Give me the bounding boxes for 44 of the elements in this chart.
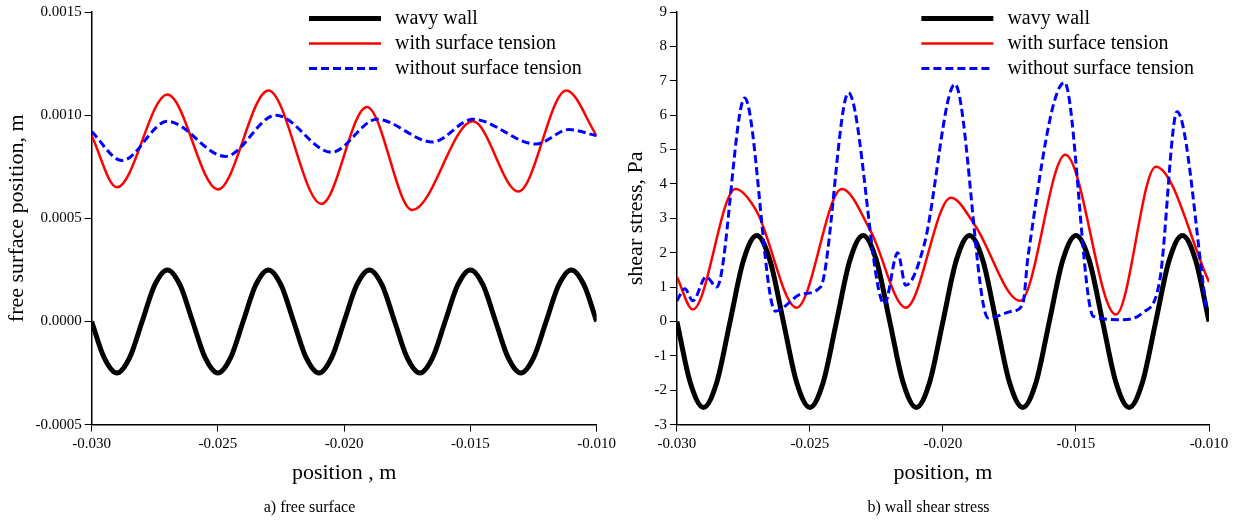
- x-tick-label: -0.030: [657, 434, 697, 451]
- y-tick-label: 7: [659, 71, 668, 88]
- y-tick-label: 3: [659, 209, 667, 226]
- legend-label: with surface tension: [1007, 30, 1169, 53]
- y-tick-label: 0: [659, 312, 667, 329]
- y-tick-label: 0.0000: [40, 312, 82, 329]
- x-tick-label: -0.020: [923, 434, 963, 451]
- y-tick-label: 0.0005: [40, 209, 82, 226]
- x-axis-title: position, m: [893, 458, 993, 484]
- x-tick-label: -0.030: [72, 434, 112, 451]
- x-tick-label: -0.015: [1056, 434, 1096, 451]
- y-tick-label: -3: [654, 415, 667, 432]
- legend-label: without surface tension: [1007, 55, 1194, 78]
- line-series: [91, 89, 597, 212]
- y-axis-title: free surface position, m: [2, 114, 28, 323]
- legend-label: with surface tension: [395, 30, 557, 53]
- y-axis-title: shear stress, Pa: [621, 151, 647, 286]
- x-tick-label: -0.020: [324, 434, 364, 451]
- text: a) free surface: [262, 498, 357, 516]
- legend-label: wavy wall: [395, 5, 479, 29]
- line-series: [676, 80, 1208, 322]
- y-tick-label: 0.0010: [40, 106, 82, 123]
- x-tick-label: -0.025: [198, 434, 238, 451]
- x-tick-label: -0.015: [451, 434, 490, 451]
- y-tick-label: 1: [659, 278, 667, 294]
- y-tick-label: 0.0015: [40, 2, 82, 19]
- x-tick-label: -0.025: [790, 434, 830, 451]
- x-axis-title: position , m: [291, 458, 397, 484]
- y-tick-label: 8: [659, 37, 667, 54]
- y-tick-label: 4: [659, 174, 668, 191]
- legend-label: wavy wall: [1007, 5, 1091, 29]
- line-series: [91, 113, 597, 163]
- legend-label: without surface tension: [395, 55, 582, 78]
- text: b) wall shear stress: [866, 498, 991, 516]
- y-tick-label: 9: [659, 2, 667, 19]
- line-series: [676, 153, 1209, 316]
- x-tick-label: -0.010: [1189, 434, 1229, 451]
- y-tick-label: -0.0005: [35, 415, 82, 432]
- y-tick-label: 5: [659, 140, 667, 157]
- y-tick-label: -2: [654, 381, 667, 398]
- y-tick-label: 6: [659, 106, 668, 123]
- y-tick-label: -1: [654, 346, 667, 363]
- x-tick-label: -0.010: [577, 434, 616, 451]
- y-tick-label: 2: [659, 243, 667, 260]
